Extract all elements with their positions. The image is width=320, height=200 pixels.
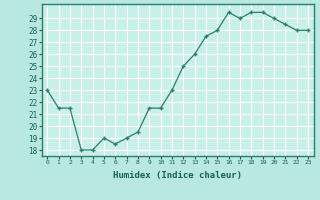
X-axis label: Humidex (Indice chaleur): Humidex (Indice chaleur) bbox=[113, 171, 242, 180]
